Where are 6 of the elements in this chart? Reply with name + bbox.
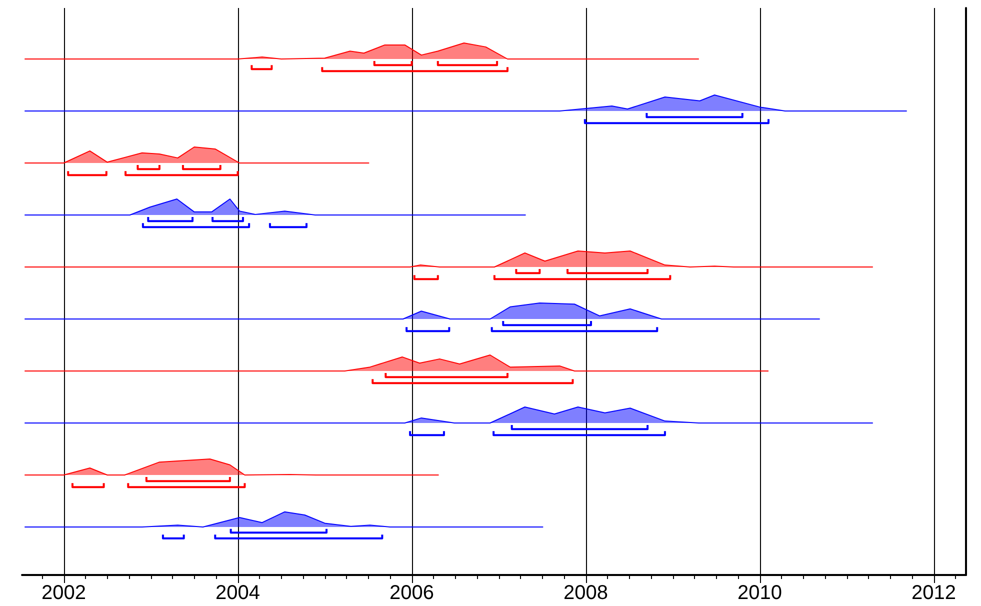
x-tick-label: 2008 (564, 582, 608, 604)
x-tick-label: 2012 (912, 582, 956, 604)
x-tick-label: 2002 (42, 582, 86, 604)
x-tick-label: 2004 (216, 582, 260, 604)
x-tick-label: 2010 (738, 582, 782, 604)
x-tick-label: 2006 (390, 582, 434, 604)
